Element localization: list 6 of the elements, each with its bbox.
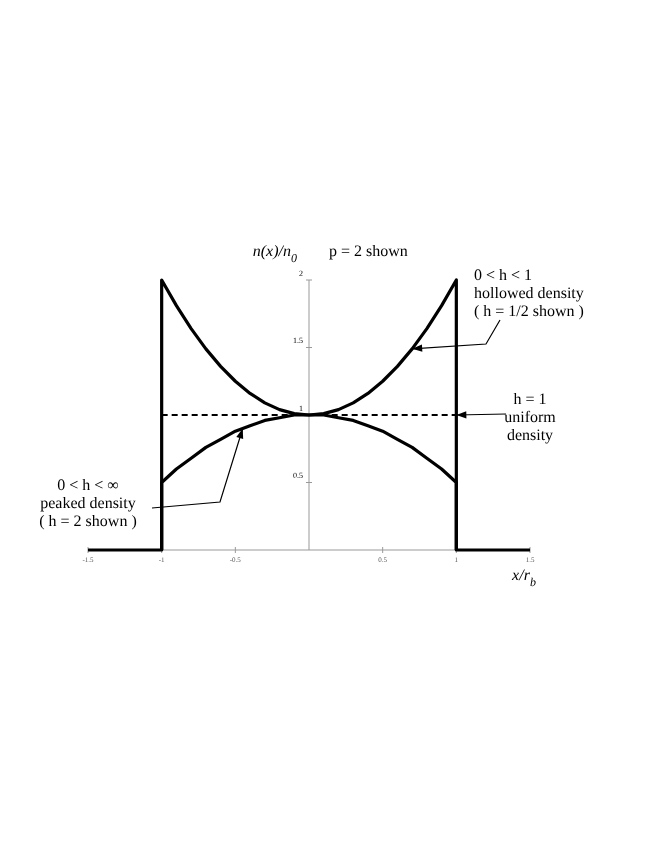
annotation: h = 1 uniform density — [504, 390, 558, 444]
annotation: 0 < h < 1 hollowed density ( h = 1/2 shown ) — [474, 266, 585, 320]
chart-title: p = 2 shown — [329, 242, 408, 260]
x-axis-title: x/r$_{b}$ — [510, 566, 536, 590]
annotation: 0 < h < ∞ peaked density ( h = 2 shown ) — [39, 476, 138, 530]
y-axis-title: n(x)/n$_{0}$ — [252, 242, 297, 266]
